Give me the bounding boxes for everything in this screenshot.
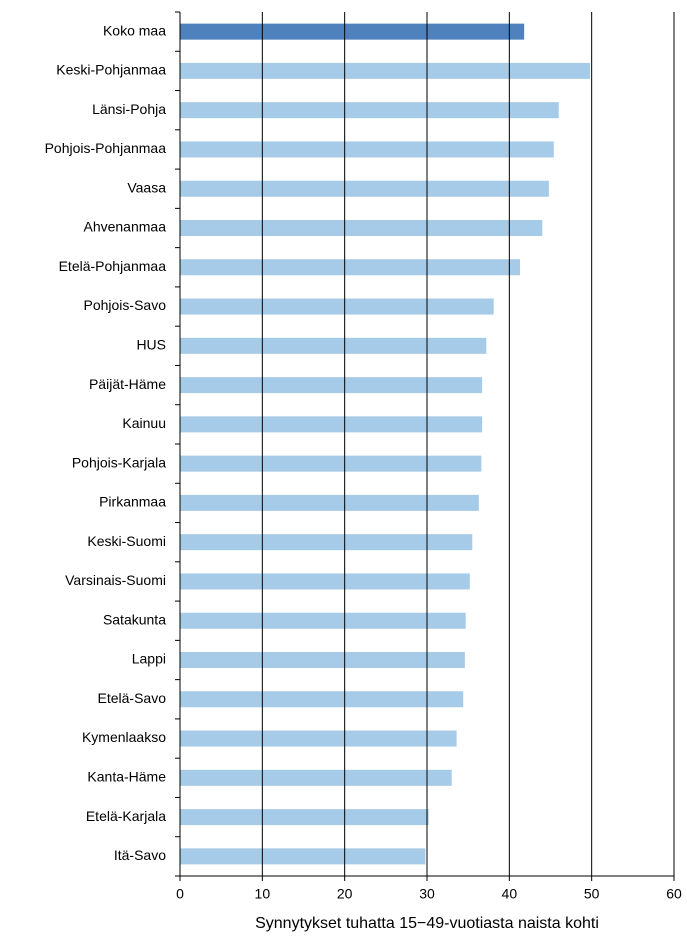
- bar: [180, 691, 464, 708]
- y-tick-label: Pohjois-Savo: [84, 297, 167, 313]
- bar: [180, 23, 525, 40]
- bar: [180, 141, 554, 158]
- y-tick-label: Koko maa: [103, 22, 166, 38]
- x-tick-label: 60: [666, 886, 682, 902]
- y-tick-label: Etelä-Pohjanmaa: [59, 258, 167, 274]
- x-tick-label: 0: [176, 886, 184, 902]
- y-tick-label: Ahvenanmaa: [83, 219, 166, 235]
- bar: [180, 809, 429, 826]
- bar: [180, 534, 473, 551]
- x-tick-label: 50: [584, 886, 600, 902]
- bar: [180, 730, 457, 747]
- bar: [180, 769, 452, 786]
- x-tick-label: 20: [337, 886, 353, 902]
- bar: [180, 455, 482, 472]
- y-tick-label: Länsi-Pohja: [92, 101, 166, 117]
- y-tick-label: Itä-Savo: [114, 847, 166, 863]
- x-tick-label: 10: [255, 886, 271, 902]
- y-tick-label: Etelä-Savo: [98, 690, 167, 706]
- bar: [180, 259, 521, 276]
- x-tick-label: 30: [419, 886, 435, 902]
- y-tick-label: HUS: [136, 337, 166, 353]
- bar: [180, 180, 549, 197]
- y-tick-label: Pohjois-Pohjanmaa: [45, 140, 167, 156]
- bar: [180, 337, 487, 354]
- y-tick-label: Kainuu: [122, 415, 166, 431]
- y-tick-label: Keski-Pohjanmaa: [56, 62, 166, 78]
- bar: [180, 416, 483, 433]
- y-tick-label: Pirkanmaa: [99, 494, 166, 510]
- y-tick-label: Pohjois-Karjala: [72, 454, 166, 470]
- y-tick-label: Kanta-Häme: [87, 769, 166, 785]
- bar: [180, 848, 426, 865]
- y-tick-label: Lappi: [132, 651, 166, 667]
- bar: [180, 298, 494, 315]
- bar: [180, 573, 470, 590]
- x-axis-title: Synnytykset tuhatta 15−49-vuotiasta nais…: [255, 915, 599, 932]
- bar: [180, 377, 483, 394]
- bar: [180, 62, 591, 79]
- y-tick-label: Vaasa: [127, 179, 166, 195]
- bar: [180, 652, 465, 668]
- y-tick-label: Satakunta: [103, 611, 166, 627]
- x-tick-label: 40: [502, 886, 518, 902]
- y-tick-label: Päijät-Häme: [89, 376, 166, 392]
- y-tick-label: Varsinais-Suomi: [65, 572, 166, 588]
- bar: [180, 102, 559, 119]
- bar: [180, 494, 479, 511]
- y-tick-label: Etelä-Karjala: [86, 808, 166, 824]
- y-tick-label: Keski-Suomi: [87, 533, 166, 549]
- bar: [180, 220, 543, 236]
- y-tick-label: Kymenlaakso: [82, 729, 166, 745]
- bar: [180, 612, 466, 629]
